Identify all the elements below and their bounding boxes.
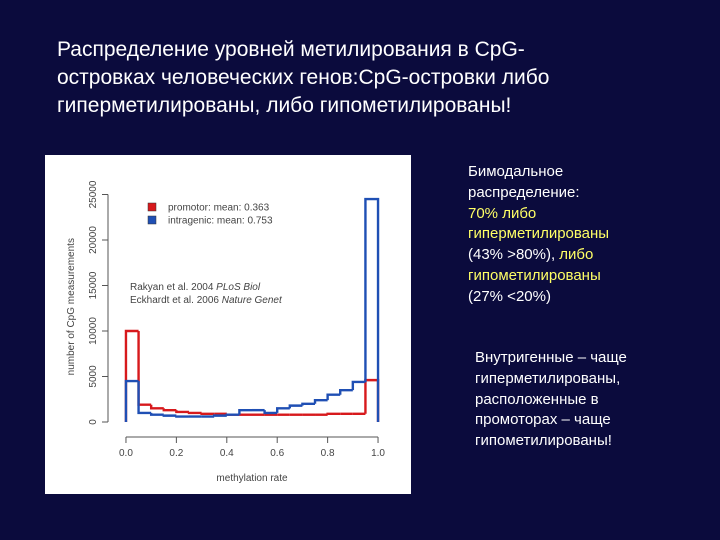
histogram-step bbox=[364, 197, 380, 422]
histogram-step bbox=[351, 380, 366, 391]
y-tick-label: 25000 bbox=[88, 180, 99, 208]
y-tick-label: 20000 bbox=[88, 226, 99, 254]
annotation-part: Nature Genet bbox=[222, 295, 283, 306]
histogram-step bbox=[124, 379, 139, 422]
histogram-step bbox=[162, 408, 177, 412]
x-tick-label: 0.8 bbox=[321, 448, 335, 459]
histogram-step bbox=[326, 412, 341, 416]
x-tick-label: 0.6 bbox=[270, 448, 284, 459]
note-line: гиперметилированы bbox=[468, 224, 609, 245]
histogram-step bbox=[238, 408, 252, 415]
histogram-step bbox=[149, 412, 164, 416]
note-text: расположенные в bbox=[475, 390, 599, 408]
note-line: 70% либо bbox=[468, 204, 609, 225]
legend-label: promotor: mean: 0.363 bbox=[168, 203, 270, 214]
note-text: гиперметилированы bbox=[468, 225, 610, 243]
note-text: (43% >80%), bbox=[468, 246, 560, 264]
histogram-step bbox=[162, 414, 177, 417]
histogram-step bbox=[225, 413, 240, 416]
y-axis-label: number of CpG measurements bbox=[66, 238, 77, 375]
histogram-step bbox=[200, 412, 215, 416]
histogram-step bbox=[137, 381, 152, 415]
annotation: Eckhardt et al. 2006 Nature Genet bbox=[130, 295, 283, 306]
histogram-step bbox=[301, 402, 316, 406]
note-line: распределение: bbox=[468, 183, 609, 204]
legend-label: intragenic: mean: 0.753 bbox=[168, 216, 273, 227]
note: Внутригенные – чаще гиперметилированы, рас… bbox=[475, 348, 627, 452]
note-text: промоторах – чаще bbox=[475, 411, 611, 429]
histogram-step bbox=[175, 410, 189, 414]
histogram-step bbox=[187, 411, 202, 415]
note-text: (27% <20%) bbox=[468, 287, 551, 305]
note-line: (27% <20%) bbox=[468, 287, 609, 308]
x-tick-label: 0.2 bbox=[169, 448, 183, 459]
x-tick-label: 1.0 bbox=[371, 448, 385, 459]
histogram-step bbox=[326, 393, 341, 401]
note-text: 70% либо bbox=[468, 204, 537, 222]
histogram-step bbox=[313, 398, 328, 404]
histogram-step bbox=[339, 388, 353, 395]
histogram-step bbox=[276, 407, 290, 413]
note-text: Внутригенные – чаще bbox=[475, 349, 627, 366]
x-tick-label: 0.4 bbox=[220, 448, 234, 459]
note-line: Бимодальное bbox=[468, 162, 609, 183]
note-text: Бимодальное bbox=[468, 163, 564, 180]
y-tick-label: 10000 bbox=[88, 317, 99, 345]
histogram-step bbox=[288, 404, 303, 409]
annotation: Rakyan et al. 2004 PLoS Biol bbox=[130, 282, 261, 293]
histogram-step bbox=[149, 404, 164, 410]
note-text: либо bbox=[559, 246, 594, 264]
note-line: гипометилированы! bbox=[475, 431, 627, 452]
histogram-step bbox=[175, 415, 189, 418]
histogram-step bbox=[263, 410, 278, 415]
note-text: гипометилированы bbox=[468, 266, 601, 284]
note-text: гипометилированы! bbox=[475, 432, 612, 450]
note-line: промоторах – чаще bbox=[475, 410, 627, 431]
slide-title: Распределение уровней метилирования в Cp… bbox=[57, 36, 549, 120]
annotation-part: Eckhardt et al. 2006 bbox=[130, 295, 222, 306]
note-text: распределение: bbox=[468, 183, 580, 201]
note-line: гипометилированы bbox=[468, 266, 609, 287]
legend-swatch bbox=[147, 202, 157, 212]
note-line: расположенные в bbox=[475, 390, 627, 411]
histogram-step bbox=[212, 414, 227, 417]
annotation-part: PLoS Biol bbox=[216, 282, 261, 293]
note-line: (43% >80%), либо bbox=[468, 245, 609, 266]
y-tick-label: 5000 bbox=[88, 365, 99, 388]
x-axis-label: methylation rate bbox=[216, 473, 288, 484]
title-line: гиперметилированы, либо гипометилированы… bbox=[57, 94, 512, 117]
note: Бимодальное распределение: 70% либо гиперме… bbox=[468, 162, 609, 308]
title-line: островках человеческих генов:CpG-островк… bbox=[57, 66, 550, 89]
note-line: гиперметилированы, bbox=[475, 369, 627, 390]
y-tick-label: 15000 bbox=[88, 271, 99, 299]
x-tick-label: 0.0 bbox=[119, 448, 133, 459]
title-line: Распределение уровней метилирования в Cp… bbox=[57, 38, 525, 61]
legend-swatch bbox=[147, 215, 157, 225]
note-text: гиперметилированы, bbox=[475, 369, 621, 387]
annotation-part: Rakyan et al. 2004 bbox=[130, 282, 216, 293]
note-line: Внутригенные – чаще bbox=[475, 348, 627, 369]
y-tick-label: 0 bbox=[88, 419, 99, 425]
